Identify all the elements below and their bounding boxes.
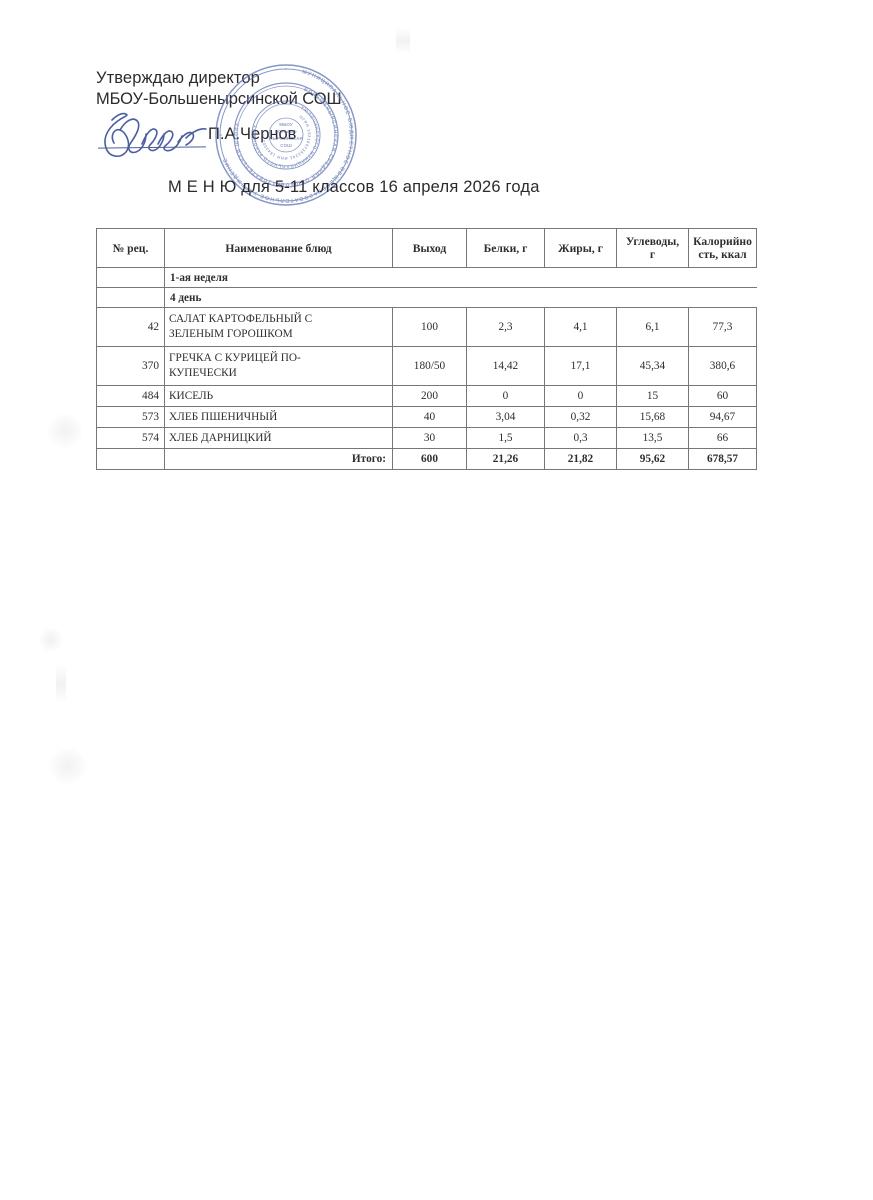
table-row: 574 ХЛЕБ ДАРНИЦКИЙ 30 1,5 0,3 13,5 66 [96,427,757,449]
cell-recipe-no: 484 [96,385,165,407]
cell-output: 200 [392,385,467,407]
cell-dish-name: САЛАТ КАРТОФЕЛЬНЫЙ С ЗЕЛЕНЫМ ГОРОШКОМ [164,307,393,347]
column-header-calories-line2: сть, ккал [698,248,747,261]
signature-row: П.А.Чернов [96,112,426,157]
cell-fat: 0,3 [544,427,617,449]
cell-protein: 14,42 [466,346,545,386]
column-header-output: Выход [392,228,467,268]
cell-fat: 4,1 [544,307,617,347]
column-header-carbs-line1: Углеводы, [625,235,680,248]
column-header-carbs: Углеводы, г [616,228,689,268]
cell-carbs: 15,68 [616,406,689,428]
column-header-fat: Жиры, г [544,228,617,268]
scan-artifact-blob [46,414,84,448]
total-label: Итого: [164,448,393,470]
column-header-carbs-line2: г [649,248,656,261]
cell-output: 100 [392,307,467,347]
cell-carbs: 6,1 [616,307,689,347]
cell-calories: 60 [688,385,757,407]
section-label-day: 4 день [164,287,757,308]
cell-output: 40 [392,406,467,428]
cell-recipe-no: 370 [96,346,165,386]
approval-line-2: МБОУ-Большенырсинской СОШ [96,90,342,108]
cell-protein: 1,5 [466,427,545,449]
table-row: 42 САЛАТ КАРТОФЕЛЬНЫЙ С ЗЕЛЕНЫМ ГОРОШКОМ… [96,307,757,347]
section-row-week-blank [96,267,165,288]
column-header-calories-line1: Калорийно [693,235,752,248]
table-row: 370 ГРЕЧКА С КУРИЦЕЙ ПО- КУПЕЧЕСКИ 180/5… [96,346,757,386]
section-row-day-blank [96,287,165,308]
cell-recipe-no: 574 [96,427,165,449]
handwritten-signature-icon [104,112,207,157]
cell-calories: 94,67 [688,406,757,428]
total-carbs: 95,62 [616,448,689,470]
signer-name: П.А.Чернов [208,125,297,143]
table-row: 573 ХЛЕБ ПШЕНИЧНЫЙ 40 3,04 0,32 15,68 94… [96,406,757,428]
cell-output: 180/50 [392,346,467,386]
total-protein: 21,26 [466,448,545,470]
cell-dish-name: ХЛЕБ ПШЕНИЧНЫЙ [164,406,393,428]
cell-dish-name: КИСЕЛЬ [164,385,393,407]
cell-dish-name-line2: ЗЕЛЕНЫМ ГОРОШКОМ [169,328,293,340]
approval-line-1: Утверждаю директор [96,69,260,87]
cell-calories: 380,6 [688,346,757,386]
cell-dish-name-line1: САЛАТ КАРТОФЕЛЬНЫЙ С [169,313,313,325]
cell-recipe-no: 573 [96,406,165,428]
table-header-row: № рец. Наименование блюд Выход Белки, г … [96,228,757,268]
column-header-calories: Калорийно сть, ккал [688,228,757,268]
cell-fat: 0,32 [544,406,617,428]
column-header-protein: Белки, г [466,228,545,268]
scan-artifact-streak [396,28,410,54]
cell-carbs: 15 [616,385,689,407]
approval-header: Утверждаю директор МБОУ-Большенырсинской… [96,68,516,110]
cell-fat: 17,1 [544,346,617,386]
cell-recipe-no: 42 [96,307,165,347]
section-label-week: 1-ая неделя [164,267,757,288]
cell-fat: 0 [544,385,617,407]
cell-output: 30 [392,427,467,449]
cell-protein: 3,04 [466,406,545,428]
table-total-row: Итого: 600 21,26 21,82 95,62 678,57 [96,448,757,470]
menu-table: № рец. Наименование блюд Выход Белки, г … [96,228,757,470]
cell-calories: 66 [688,427,757,449]
cell-dish-name: ХЛЕБ ДАРНИЦКИЙ [164,427,393,449]
scan-artifact-blob [48,748,88,784]
section-row-week: 1-ая неделя [96,267,757,288]
cell-protein: 2,3 [466,307,545,347]
total-output: 600 [392,448,467,470]
cell-dish-name-line2: КУПЕЧЕСКИ [169,367,237,379]
cell-carbs: 45,34 [616,346,689,386]
section-row-day: 4 день [96,287,757,308]
cell-carbs: 13,5 [616,427,689,449]
total-row-blank [96,448,165,470]
column-header-recipe-no: № рец. [96,228,165,268]
cell-dish-name-line1: ГРЕЧКА С КУРИЦЕЙ ПО- [169,352,301,364]
scan-artifact-blob [38,628,64,652]
cell-calories: 77,3 [688,307,757,347]
cell-dish-name: ГРЕЧКА С КУРИЦЕЙ ПО- КУПЕЧЕСКИ [164,346,393,386]
total-calories: 678,57 [688,448,757,470]
table-row: 484 КИСЕЛЬ 200 0 0 15 60 [96,385,757,407]
scan-artifact-streak [56,664,66,704]
cell-protein: 0 [466,385,545,407]
total-fat: 21,82 [544,448,617,470]
page-title: М Е Н Ю для 5-11 классов 16 апреля 2026 … [168,178,540,196]
column-header-dish-name: Наименование блюд [164,228,393,268]
